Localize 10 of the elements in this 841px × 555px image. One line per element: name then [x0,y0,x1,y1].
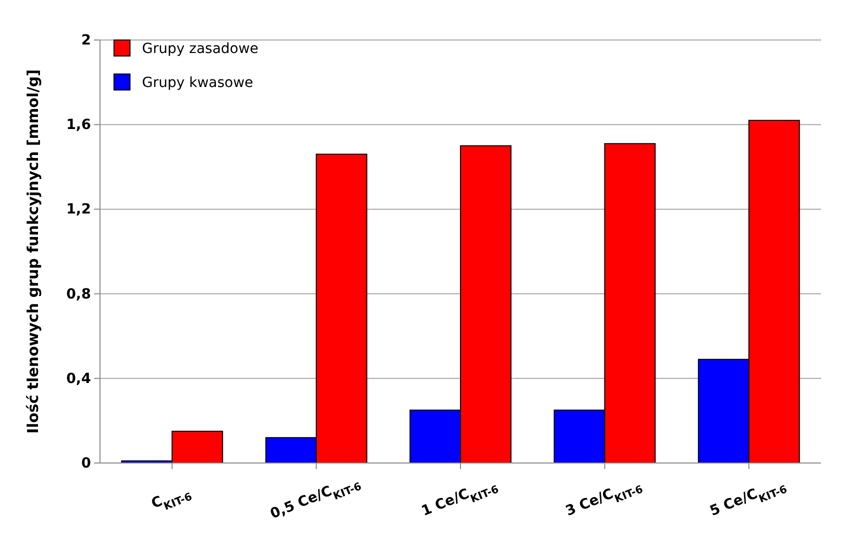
y-tick-label: 0 [81,455,92,472]
legend-label: Grupy kwasowe [142,75,254,91]
y-tick-label: 1,2 [66,202,91,218]
y-tick-label: 1,6 [66,117,91,134]
y-tick-label: 0,4 [66,370,92,387]
x-tick-label: C$_{KIT-6}$ [149,490,194,513]
y-tick-label: 2 [81,32,91,48]
y-tick-label: 0,8 [66,286,91,302]
y-axis-title: Ilość tlenowych grup funkcyjnych [mmol/g] [24,69,42,434]
legend-label: Grupy zasadowe [142,41,258,57]
